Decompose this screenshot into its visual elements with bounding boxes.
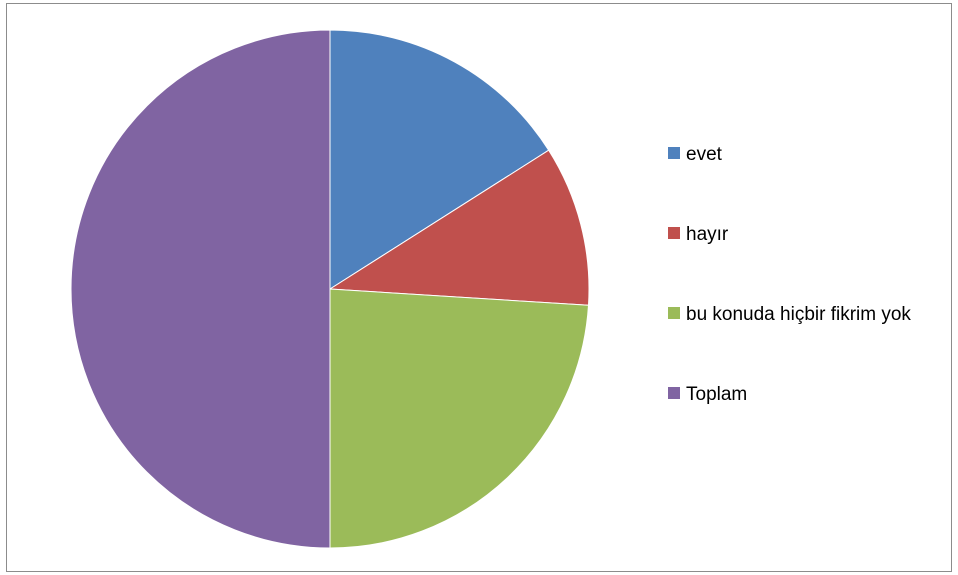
legend-label-evet: evet	[686, 144, 722, 165]
legend-item-toplam: Toplam	[668, 382, 946, 407]
legend-swatch-fikrim-yok	[668, 307, 680, 319]
legend-swatch-evet	[668, 147, 680, 159]
legend-swatch-hayir	[668, 227, 680, 239]
legend-swatch-toplam	[668, 387, 680, 399]
legend-item-fikrim-yok: bu konuda hiçbir fikrim yok	[668, 302, 946, 327]
legend-item-hayir: hayır	[668, 222, 946, 247]
legend-item-evet: evet	[668, 142, 946, 167]
legend-label-toplam: Toplam	[686, 384, 748, 405]
pie-slice-toplam	[70, 29, 331, 549]
pie-slice-hayir	[328, 149, 590, 306]
legend-label-hayir: hayır	[686, 224, 729, 245]
pie-slices	[70, 29, 590, 549]
pie-slice-fikrim-yok	[329, 288, 590, 549]
legend-label-fikrim-yok: bu konuda hiçbir fikrim yok	[686, 304, 911, 325]
pie-slice-evet	[329, 29, 550, 290]
